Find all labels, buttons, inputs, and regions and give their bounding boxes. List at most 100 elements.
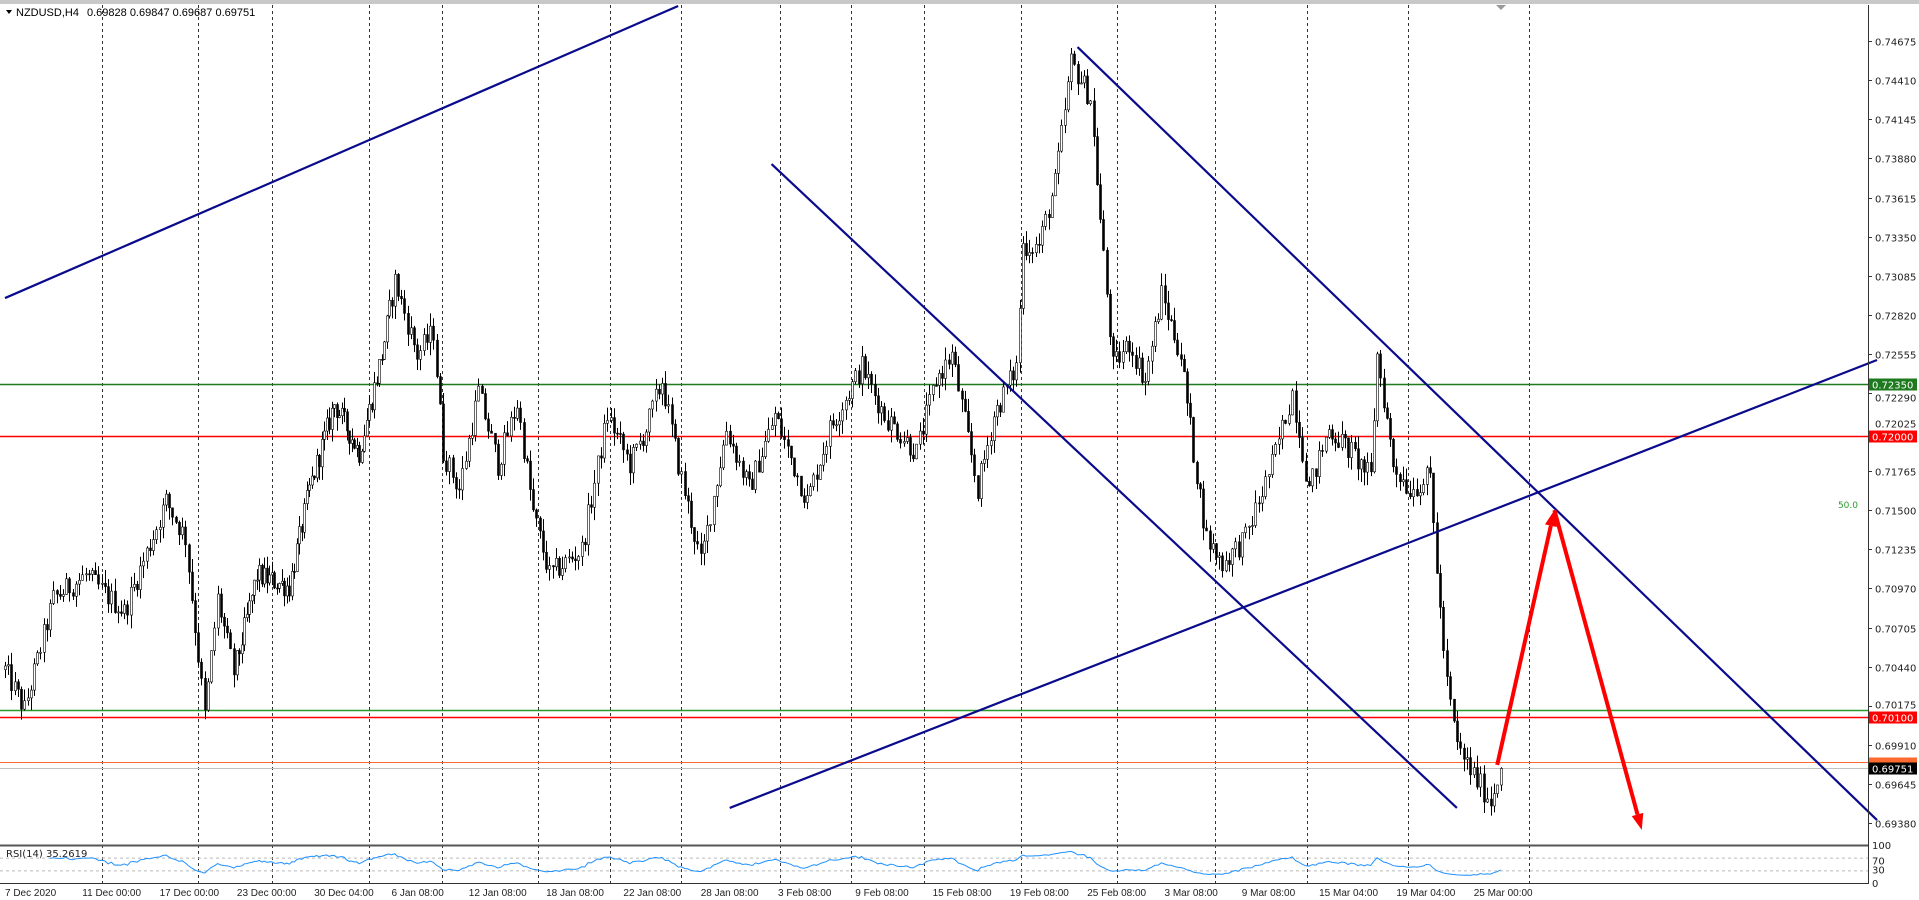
candle (381, 359, 384, 361)
candle (1044, 213, 1047, 227)
candle (1064, 109, 1067, 126)
candle (970, 431, 973, 456)
candle (635, 443, 638, 448)
candle (1395, 466, 1398, 475)
candle (75, 583, 78, 597)
candle (484, 393, 487, 420)
candle (133, 583, 136, 588)
candle (1288, 414, 1291, 424)
candle (555, 557, 558, 568)
candle (999, 405, 1002, 413)
price-tick-label: 0.71765 (1875, 468, 1916, 479)
candle (593, 482, 596, 508)
candle (165, 493, 168, 506)
candle (1060, 125, 1063, 152)
price-tick-label: 0.73350 (1875, 234, 1916, 245)
candle (229, 632, 232, 650)
candle (1251, 525, 1254, 527)
candle (519, 407, 522, 423)
price-tick-label: 0.70175 (1875, 701, 1916, 712)
candle (1160, 285, 1163, 320)
candle (258, 565, 261, 581)
candle (516, 407, 519, 419)
price-tick-label: 0.74145 (1875, 116, 1916, 127)
candle (1038, 243, 1041, 246)
candle (1196, 461, 1199, 485)
candle (539, 517, 542, 532)
candle (471, 435, 474, 439)
candle (175, 516, 178, 523)
candle (722, 444, 725, 469)
candle (1483, 773, 1486, 803)
candle (725, 430, 728, 446)
candle (1012, 370, 1015, 381)
candle (273, 572, 276, 589)
candle (1170, 319, 1173, 321)
candle (603, 422, 606, 459)
time-tick-label: 3 Feb 08:00 (778, 888, 832, 899)
time-tick-label: 9 Mar 08:00 (1242, 888, 1296, 899)
price-axis[interactable]: 0.74675 0.74410 0.74145 0.73880 0.73615 0.733… (1868, 38, 1916, 831)
candle (568, 556, 571, 559)
candle (1096, 136, 1099, 186)
candle (742, 460, 745, 478)
candle (1405, 479, 1408, 494)
candle (629, 453, 632, 474)
candle (474, 400, 477, 436)
candle (610, 417, 613, 421)
candle (1281, 419, 1284, 440)
candle (331, 408, 334, 430)
candle (39, 651, 42, 654)
candle (17, 681, 20, 690)
candle (213, 627, 216, 652)
candle (445, 460, 448, 472)
trendline[interactable] (1076, 46, 1878, 821)
candle (535, 509, 538, 519)
candle (822, 453, 825, 466)
candle (1115, 351, 1118, 357)
candle (832, 420, 835, 426)
forecast-arrows[interactable] (1495, 509, 1644, 830)
candle (1112, 336, 1115, 357)
candle (571, 556, 574, 560)
candle (117, 611, 120, 614)
candle (1466, 757, 1469, 760)
candle (1202, 488, 1205, 529)
candle (1189, 402, 1192, 418)
chart-shift-marker-icon[interactable] (1496, 5, 1506, 10)
ohlc-readout: 0.69828 0.69847 0.69687 0.69751 (87, 7, 255, 19)
rsi-axis-label: 0 (1872, 879, 1878, 890)
candle (616, 432, 619, 435)
candle (465, 460, 468, 469)
candle (664, 383, 667, 407)
candle (1328, 429, 1331, 438)
forecast-arrow-shaft[interactable] (1495, 525, 1553, 766)
candle (1238, 541, 1241, 558)
candle (941, 373, 944, 379)
collapse-triangle-icon[interactable] (6, 10, 12, 14)
candle (967, 411, 970, 432)
trendline[interactable] (770, 163, 1458, 809)
candle (745, 471, 748, 478)
rsi-axis-label: 30 (1872, 865, 1885, 876)
candle (1402, 479, 1405, 483)
candle (1234, 541, 1237, 550)
time-axis[interactable]: 7 Dec 2020 11 Dec 00:00 17 Dec 00:00 23 Dec… (5, 888, 1533, 899)
candle (1138, 357, 1141, 369)
candle (1419, 492, 1422, 497)
candle (497, 443, 500, 476)
candle (1473, 767, 1476, 776)
trendlines[interactable] (4, 4, 1878, 821)
candle (20, 688, 23, 710)
candle (890, 416, 893, 431)
candle (429, 325, 432, 343)
candle (783, 436, 786, 440)
candle (1493, 793, 1496, 807)
candle (10, 664, 13, 691)
trendline[interactable] (729, 358, 1878, 809)
candle (1118, 351, 1121, 363)
forecast-arrow-shaft[interactable] (1552, 509, 1640, 816)
trendline[interactable] (4, 4, 679, 300)
candle (1147, 360, 1150, 382)
